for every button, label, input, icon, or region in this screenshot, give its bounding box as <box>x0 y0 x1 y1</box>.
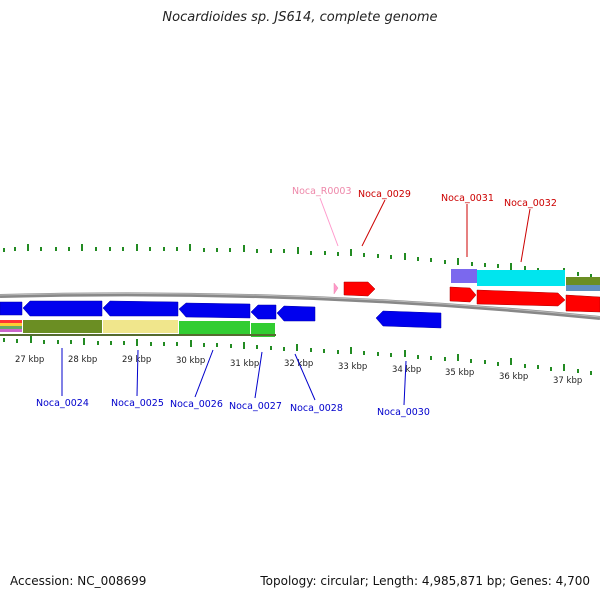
function-bar-noca-0024 <box>23 320 102 333</box>
genome-backbone-highlight <box>0 292 600 318</box>
gene-label-noca-r0003[interactable]: Noca_R0003 <box>292 186 352 197</box>
function-track <box>0 320 276 337</box>
gene-label-noca-0032[interactable]: Noca_0032 <box>504 198 557 209</box>
label-leaders <box>61 197 531 406</box>
tick-label-33: 33 kbp <box>338 362 367 372</box>
gene-arrow-right-edge[interactable] <box>565 294 600 313</box>
gene-label-noca-0031[interactable]: Noca_0031 <box>441 193 494 204</box>
gene-arrow-noca-0025[interactable] <box>102 300 179 317</box>
forward-cds-track <box>333 281 600 313</box>
gene-label-noca-0029[interactable]: Noca_0029 <box>358 189 411 200</box>
gene-arrow-noca-0029[interactable] <box>343 281 376 297</box>
gene-arrow-noca-0030[interactable] <box>375 310 442 329</box>
accession-label: Accession: NC_008699 <box>10 574 147 588</box>
gene-label-noca-0028[interactable]: Noca_0028 <box>290 403 343 414</box>
tick-label-27: 27 kbp <box>15 355 44 365</box>
gene-arrow-noca-0028[interactable] <box>276 305 316 322</box>
gene-label-noca-0030[interactable]: Noca_0030 <box>377 407 430 418</box>
gene-arrow-noca-0032[interactable] <box>476 289 566 307</box>
gene-arrow-noca-0024[interactable] <box>22 300 103 317</box>
gene-label-noca-0025[interactable]: Noca_0025 <box>111 398 164 409</box>
topology-label: Topology: circular; Length: 4,985,871 bp… <box>260 574 590 588</box>
function-bar-noca-0032 <box>477 270 565 286</box>
genome-title: Nocardioides sp. JS614, complete genome <box>162 10 438 25</box>
gene-label-noca-0024[interactable]: Noca_0024 <box>36 398 89 409</box>
gene-labels: Noca_0024 Noca_0025 Noca_0026 Noca_0027 … <box>36 186 557 418</box>
function-bar-noca-0025 <box>103 320 178 333</box>
tick-label-29: 29 kbp <box>122 355 151 365</box>
scale-labels: 27 kbp 28 kbp 29 kbp 30 kbp 31 kbp 32 kb… <box>15 355 582 386</box>
tick-label-28: 28 kbp <box>68 355 97 365</box>
genome-backbone <box>0 292 600 320</box>
gene-arrow-noca-0027[interactable] <box>250 304 277 320</box>
function-bar-noca-0031 <box>451 269 477 283</box>
gene-arrow-noca-0026[interactable] <box>178 302 251 319</box>
forward-function-track <box>451 269 600 291</box>
reverse-cds-track <box>0 300 442 329</box>
gene-label-noca-0026[interactable]: Noca_0026 <box>170 399 223 410</box>
lower-ticks <box>3 336 592 375</box>
tick-label-34: 34 kbp <box>392 365 421 375</box>
tick-label-32: 32 kbp <box>284 359 313 369</box>
rna-arrow-noca-r0003[interactable] <box>333 282 339 295</box>
function-bar-noca-0027 <box>251 323 275 337</box>
tick-label-35: 35 kbp <box>445 368 474 378</box>
tick-label-36: 36 kbp <box>499 372 528 382</box>
tick-label-31: 31 kbp <box>230 359 259 369</box>
tick-label-37: 37 kbp <box>553 376 582 386</box>
tick-label-30: 30 kbp <box>176 356 205 366</box>
gene-arrow-noca-0031[interactable] <box>449 286 477 303</box>
gene-label-noca-0027[interactable]: Noca_0027 <box>229 401 282 412</box>
function-bar-noca-0026 <box>179 321 250 335</box>
gene-arrow-left-edge[interactable] <box>0 301 23 316</box>
